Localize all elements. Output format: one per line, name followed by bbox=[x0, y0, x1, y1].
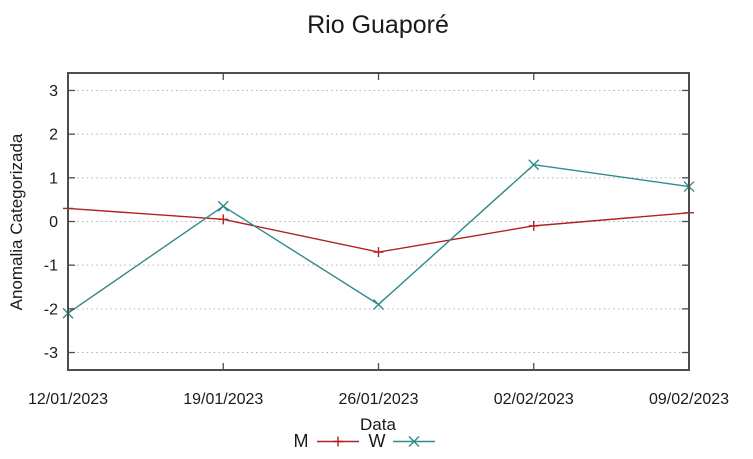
x-axis-label: Data bbox=[360, 415, 396, 434]
legend-label-M: M bbox=[294, 431, 309, 451]
chart-title: Rio Guaporé bbox=[307, 11, 449, 39]
y-tick-label: -3 bbox=[44, 345, 58, 362]
axes-and-ticks: -3 -2 -1 0 1 2 3 12/01/2023 19/01/2023 26/01/2023… bbox=[28, 72, 729, 408]
y-tick-label: 2 bbox=[49, 127, 58, 144]
y-tick-label: -1 bbox=[44, 258, 58, 275]
x-tick-label: 26/01/2023 bbox=[338, 391, 418, 408]
y-tick-label: 1 bbox=[49, 170, 58, 187]
legend-label-W: W bbox=[369, 431, 386, 451]
y-axis-label: Anomalia Categorizada bbox=[7, 133, 26, 310]
y-tick-label: -2 bbox=[44, 301, 58, 318]
x-tick-label: 19/01/2023 bbox=[183, 391, 263, 408]
legend-sample-marker-M bbox=[333, 436, 343, 447]
x-tick-label: 09/02/2023 bbox=[649, 391, 729, 408]
series-W-point-marker bbox=[217, 200, 229, 212]
legend-sample-marker-W bbox=[408, 436, 420, 447]
x-tick-label: 12/01/2023 bbox=[28, 391, 108, 408]
gridlines bbox=[68, 89, 689, 354]
series-W-point-marker bbox=[373, 298, 384, 310]
series-M-point-marker bbox=[218, 214, 229, 225]
series-W-line bbox=[67, 163, 690, 314]
plot-border bbox=[67, 72, 690, 371]
series-M-line bbox=[67, 207, 690, 253]
y-tick-label: 3 bbox=[49, 83, 58, 100]
series-layer bbox=[62, 159, 695, 319]
x-tick-label: 02/02/2023 bbox=[494, 391, 574, 408]
series-W-point-marker bbox=[528, 159, 540, 171]
y-tick-label: 0 bbox=[49, 214, 58, 231]
series-M-point-marker bbox=[528, 220, 539, 231]
series-M-point-marker bbox=[373, 247, 384, 258]
